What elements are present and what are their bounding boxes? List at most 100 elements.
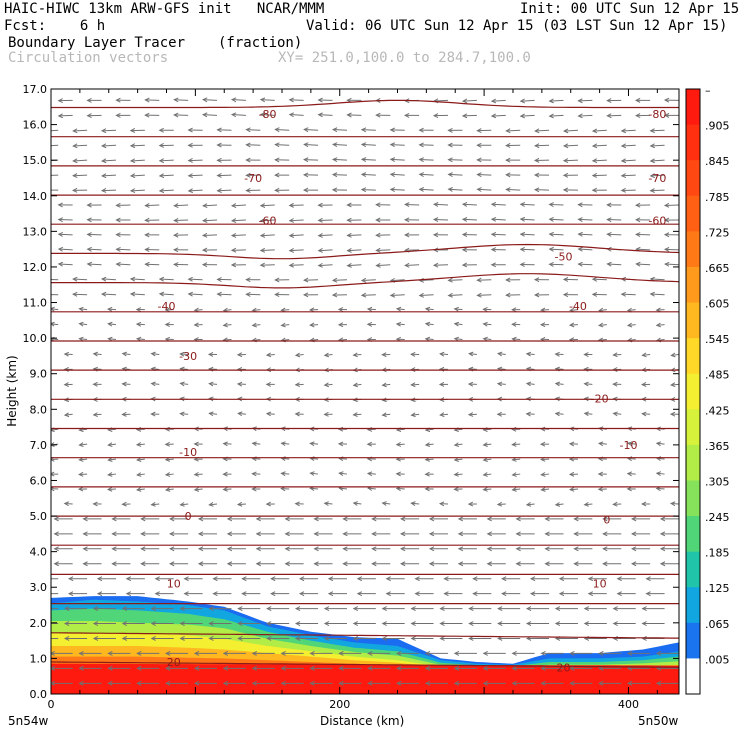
circulation-vector [159, 189, 174, 192]
colorbar-swatch [686, 409, 700, 446]
vector-arrowhead [457, 516, 464, 522]
vector-arrowhead [245, 188, 251, 193]
vector-arrowhead [562, 158, 569, 163]
vector-arrowhead [129, 158, 136, 164]
vector-arrowhead [92, 351, 99, 357]
vector-arrowhead [208, 502, 214, 507]
circulation-vector [203, 114, 218, 116]
colorbar-swatch [686, 373, 700, 410]
vector-arrowhead [53, 531, 59, 537]
vector-arrowhead [476, 292, 482, 298]
vector-arrowhead [255, 546, 261, 552]
vector-arrowhead [259, 262, 266, 268]
vector-arrowhead [237, 621, 243, 626]
vector-arrowhead [548, 98, 554, 104]
circulation-vector [570, 324, 578, 326]
vector-arrowhead [63, 397, 70, 403]
circulation-vector [102, 189, 116, 192]
vector-arrowhead [496, 351, 503, 357]
vector-arrowhead [476, 172, 482, 178]
circulation-vector [188, 293, 203, 296]
circulation-vector [238, 503, 246, 506]
circulation-vector [304, 128, 319, 131]
circulation-vector [425, 323, 434, 326]
vector-arrowhead [490, 216, 497, 222]
circulation-vector [136, 443, 145, 446]
vector-arrowhead [606, 231, 612, 237]
forecast-hour: Fcst: 6 h [4, 18, 106, 34]
circulation-vector [333, 158, 347, 161]
vector-arrowhead [226, 531, 233, 537]
vector-arrowhead [236, 381, 243, 387]
y-tick-label: 9.0 [30, 368, 48, 381]
vector-arrowhead [587, 591, 594, 597]
circulation-vector [130, 144, 145, 147]
vector-arrowhead [424, 321, 431, 327]
isotherm-labels: -80 -80 -70 -70 -60 -60 -50 -40 -40 -30 -20 -10 -10 0… [158, 108, 667, 674]
vector-arrowhead [655, 322, 662, 328]
vector-arrowhead [663, 217, 670, 223]
circulation-vector [252, 339, 261, 341]
circulation-vector [180, 503, 189, 506]
vector-arrowhead [482, 457, 488, 462]
circulation-vector [656, 442, 665, 445]
vector-arrowhead [511, 321, 517, 327]
vector-arrowhead [612, 381, 618, 387]
vector-arrowhead [428, 561, 435, 567]
vector-arrowhead [569, 665, 575, 671]
isotherm-label: -60 [648, 215, 666, 228]
colorbar-swatch [686, 302, 700, 339]
vector-arrowhead [410, 501, 416, 506]
vector-arrowhead [389, 292, 396, 298]
circulation-vector [130, 293, 145, 296]
vector-arrowhead [51, 442, 55, 447]
vector-arrowhead [366, 322, 373, 327]
vector-arrowhead [583, 396, 589, 402]
circulation-vector [281, 442, 290, 445]
circulation-vector [390, 279, 405, 282]
circulation-vector [145, 99, 160, 101]
vector-arrowhead [505, 128, 511, 134]
circulation-vector [151, 353, 160, 355]
vector-arrowhead [107, 665, 113, 671]
circulation-vector [526, 382, 535, 385]
vector-arrowhead [179, 381, 185, 387]
vector-arrowhead [288, 202, 294, 208]
vector-arrowhead [193, 471, 199, 477]
vector-arrowhead [136, 472, 142, 477]
vector-arrowhead [107, 442, 113, 448]
vector-arrowhead [57, 202, 63, 208]
vector-arrowhead [317, 202, 323, 208]
vector-arrowhead [323, 501, 329, 507]
circulation-vector [252, 324, 261, 327]
vector-arrowhead [577, 261, 583, 267]
vector-arrowhead [476, 187, 482, 192]
colorbar-swatch [686, 516, 700, 553]
vector-arrowhead [612, 352, 618, 358]
circulation-vector [636, 263, 651, 266]
circulation-vector [448, 294, 463, 297]
vector-arrowhead [597, 441, 604, 447]
vector-arrowhead [294, 352, 301, 358]
vector-arrowhead [635, 261, 641, 267]
circulation-vector [137, 473, 145, 476]
vector-arrowhead [381, 621, 387, 626]
vector-arrowhead [424, 471, 430, 477]
vector-arrowhead [222, 650, 229, 656]
vector-arrowhead [313, 516, 319, 522]
vector-arrowhead [356, 576, 363, 582]
vector-arrowhead [467, 412, 474, 417]
vector-arrowhead [346, 112, 352, 118]
vector-arrowhead [482, 665, 488, 671]
vector-arrowhead [428, 531, 435, 537]
vector-arrowhead [173, 217, 179, 223]
circulation-vector [232, 114, 246, 116]
vector-arrowhead [187, 142, 193, 148]
vector-arrowhead [323, 636, 330, 641]
vector-arrowhead [439, 606, 445, 612]
circulation-vector [232, 204, 246, 207]
vector-arrowhead [396, 650, 402, 656]
y-tick-label: 5.0 [30, 510, 48, 523]
vector-arrowhead [554, 502, 561, 507]
vector-arrowhead [573, 561, 579, 567]
